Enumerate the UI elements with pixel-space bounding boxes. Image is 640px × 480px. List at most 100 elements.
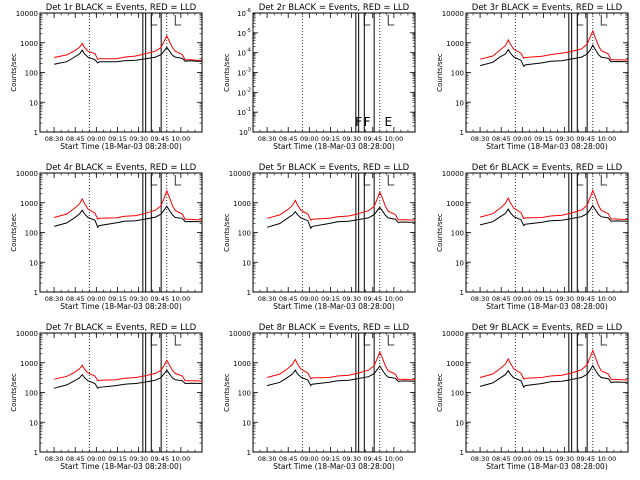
- y-tick-label: 1000: [20, 360, 38, 368]
- lld-line: [53, 359, 203, 382]
- x-axis-label: Start Time (18-Mar-03 08:28:00): [273, 142, 395, 151]
- flag-mark: [150, 15, 158, 26]
- lld-line: [479, 29, 629, 61]
- x-tick-label: 08:45: [492, 135, 511, 143]
- flag-mark: [363, 335, 371, 346]
- x-tick-label: 10:00: [172, 135, 191, 143]
- x-tick-label: 09:00: [513, 295, 532, 303]
- panel-3: Det 3r BLACK = Events, RED = LLD 1 10 100 10…: [436, 3, 629, 151]
- x-tick-label: 09:30: [129, 135, 148, 143]
- y-tick-label: 10-5: [237, 28, 251, 38]
- x-tick-label: 09:00: [87, 295, 106, 303]
- plot-frame: [465, 332, 629, 453]
- events-line: [479, 364, 629, 389]
- x-tick-label: 09:00: [300, 455, 319, 463]
- x-tick-label: 08:30: [258, 455, 277, 463]
- x-tick-label: 08:45: [492, 455, 511, 463]
- y-tick-label: 10: [455, 419, 464, 427]
- x-axis-label: Start Time (18-Mar-03 08:28:00): [273, 462, 395, 471]
- y-tick-label: 10000: [442, 170, 464, 178]
- y-tick-label: 1000: [446, 200, 464, 208]
- y-axis-label: Counts/sec: [436, 53, 444, 92]
- x-tick-label: 08:30: [471, 455, 490, 463]
- x-tick-label: 08:45: [66, 135, 85, 143]
- lld-line: [266, 350, 416, 381]
- y-tick-label: 1000: [20, 40, 38, 48]
- lld-line: [266, 190, 416, 221]
- y-tick-label: 10: [455, 99, 464, 107]
- x-tick-label: 09:30: [342, 295, 361, 303]
- x-tick-label: 10:00: [598, 135, 617, 143]
- events-line: [266, 365, 416, 387]
- y-tick-label: 1000: [446, 40, 464, 48]
- y-tick-label: 10: [29, 99, 38, 107]
- y-tick-label: 10: [29, 419, 38, 427]
- x-tick-label: 09:00: [300, 295, 319, 303]
- x-tick-label: 09:45: [150, 455, 169, 463]
- x-tick-label: 09:30: [555, 295, 574, 303]
- panel-1: Det 1r BLACK = Events, RED = LLD 1 10 100 10…: [10, 3, 203, 151]
- y-tick-label: 10-1: [237, 107, 251, 117]
- y-tick-label: 1: [34, 449, 38, 457]
- x-tick-label: 09:30: [129, 295, 148, 303]
- x-tick-label: 09:15: [534, 135, 553, 143]
- panel-2: Det 2r BLACK = Events, RED = LLD 100 10-1 1…: [223, 3, 416, 151]
- x-axis-label: Start Time (18-Mar-03 08:28:00): [486, 462, 608, 471]
- x-tick-label: 09:00: [87, 455, 106, 463]
- y-tick-label: 10: [242, 419, 251, 427]
- y-tick-label: 10000: [16, 10, 38, 18]
- y-tick-exponent: 0: [248, 127, 251, 133]
- plot-frame: [252, 332, 416, 453]
- y-axis-label: Counts/sec: [223, 373, 231, 412]
- flag-mark: [150, 335, 158, 346]
- events-line: [479, 44, 629, 68]
- x-axis-label: Start Time (18-Mar-03 08:28:00): [486, 302, 608, 311]
- plot-frame: [465, 172, 629, 293]
- y-tick-label: 100: [25, 70, 38, 78]
- y-tick-exponent: -3: [246, 68, 251, 74]
- y-tick-label: 10000: [16, 330, 38, 338]
- panel-5: Det 5r BLACK = Events, RED = LLD 1 10 100 10…: [223, 163, 416, 311]
- flag-letter: E: [384, 115, 392, 129]
- x-tick-label: 08:30: [45, 135, 64, 143]
- plot-frame: [465, 12, 629, 133]
- x-tick-label: 09:45: [150, 295, 169, 303]
- y-tick-label: 1: [247, 449, 251, 457]
- y-tick-label: 100: [25, 230, 38, 238]
- events-line: [53, 369, 203, 389]
- flag-mark: [600, 175, 608, 186]
- flag-mark: [387, 175, 395, 186]
- y-axis-label: Counts/sec: [223, 213, 231, 252]
- x-tick-label: 08:30: [258, 135, 277, 143]
- x-tick-label: 09:30: [342, 135, 361, 143]
- flag-mark: [150, 175, 158, 186]
- x-tick-label: 09:15: [534, 295, 553, 303]
- flag-mark: [363, 15, 371, 26]
- events-line: [54, 46, 203, 65]
- y-tick-label: 1000: [446, 360, 464, 368]
- x-axis-label: Start Time (18-Mar-03 08:28:00): [60, 462, 182, 471]
- lld-line: [479, 189, 629, 221]
- x-tick-label: 09:45: [576, 455, 595, 463]
- y-tick-label: 10-2: [237, 87, 251, 97]
- y-tick-label: 1: [460, 289, 464, 297]
- panel-title: Det 3r BLACK = Events, RED = LLD: [472, 3, 623, 13]
- panel-6: Det 6r BLACK = Events, RED = LLD 1 10 100 10…: [436, 163, 629, 311]
- y-tick-label: 10000: [442, 330, 464, 338]
- y-tick-label: 10-3: [237, 68, 251, 78]
- flag-mark: [174, 175, 182, 186]
- x-tick-label: 09:45: [363, 455, 382, 463]
- flag-mark: [576, 335, 584, 346]
- y-tick-label: 100: [238, 390, 251, 398]
- flag-mark: [363, 175, 371, 186]
- y-tick-label: 10000: [229, 170, 251, 178]
- x-axis-label: Start Time (18-Mar-03 08:28:00): [486, 142, 608, 151]
- x-tick-label: 09:15: [321, 135, 340, 143]
- x-tick-label: 08:45: [279, 455, 298, 463]
- y-tick-label: 10-6: [237, 8, 251, 18]
- x-tick-label: 09:30: [342, 455, 361, 463]
- y-tick-exponent: -4: [246, 48, 251, 54]
- flag-mark: [600, 15, 608, 26]
- panel-9: Det 9r BLACK = Events, RED = LLD 1 10 100 10…: [436, 323, 629, 471]
- y-axis-label: Counts/sec: [10, 213, 18, 252]
